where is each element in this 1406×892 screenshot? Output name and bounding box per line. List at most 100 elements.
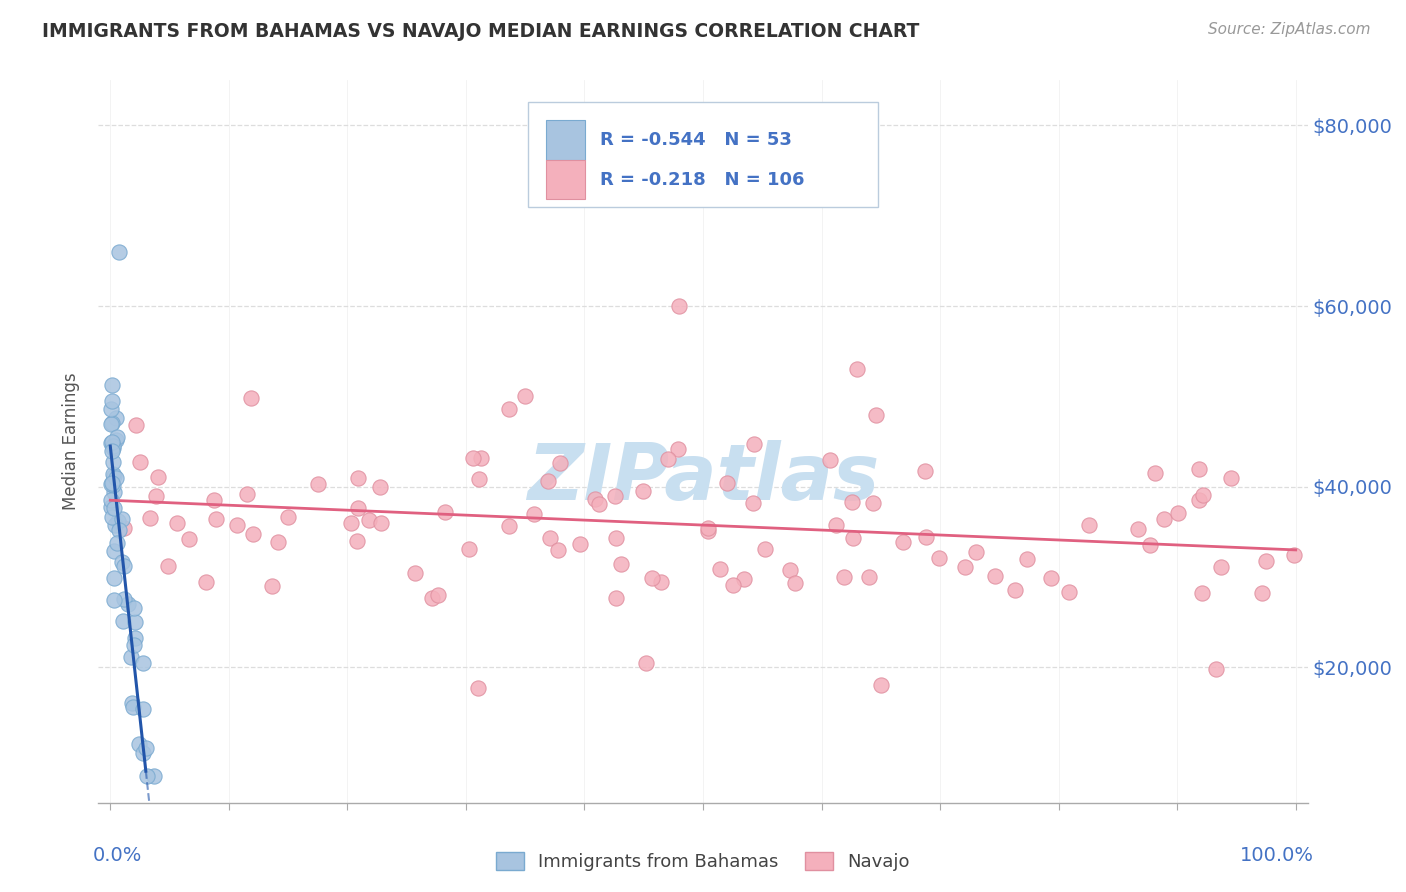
Point <box>128 737 150 751</box>
Point <box>820 453 842 467</box>
Point <box>145 489 167 503</box>
Point <box>742 437 765 451</box>
Text: R = -0.544   N = 53: R = -0.544 N = 53 <box>600 131 792 149</box>
Point <box>457 541 479 556</box>
Point <box>709 562 731 576</box>
Point <box>657 452 679 467</box>
Point <box>1139 538 1161 552</box>
Point <box>865 408 887 422</box>
Point <box>307 477 329 491</box>
Point <box>136 769 159 783</box>
Point <box>1250 586 1272 600</box>
Point <box>1059 585 1081 599</box>
Point <box>103 544 125 558</box>
Point <box>122 601 145 615</box>
Point <box>548 456 571 470</box>
Point <box>928 551 950 566</box>
Point <box>420 591 443 605</box>
Point <box>340 516 363 530</box>
Point <box>103 441 125 455</box>
Point <box>953 560 976 574</box>
Point <box>733 572 755 586</box>
Point <box>862 496 884 510</box>
Point <box>132 746 155 760</box>
Point <box>1015 552 1038 566</box>
Point <box>404 566 426 581</box>
Point <box>547 542 569 557</box>
Point <box>1126 522 1149 536</box>
Point <box>914 464 936 478</box>
Text: Source: ZipAtlas.com: Source: ZipAtlas.com <box>1208 22 1371 37</box>
Point <box>260 579 283 593</box>
Text: 0.0%: 0.0% <box>93 847 142 865</box>
Point <box>105 536 128 550</box>
Point <box>716 475 738 490</box>
Point <box>100 417 122 431</box>
Point <box>104 471 127 485</box>
Point <box>267 535 290 549</box>
Point <box>467 681 489 695</box>
Point <box>650 574 672 589</box>
Point <box>111 512 134 526</box>
Point <box>177 533 200 547</box>
Point <box>100 401 122 416</box>
Point <box>359 513 381 527</box>
Point <box>346 501 368 516</box>
Point <box>666 442 689 456</box>
Point <box>101 444 124 458</box>
Point <box>107 244 129 259</box>
Point <box>370 516 392 530</box>
Point <box>537 474 560 488</box>
Point <box>1144 466 1167 480</box>
Legend: Immigrants from Bahamas, Navajo: Immigrants from Bahamas, Navajo <box>489 845 917 879</box>
Point <box>1282 548 1305 562</box>
Point <box>1167 506 1189 520</box>
Point <box>100 476 122 491</box>
Point <box>347 471 370 485</box>
Point <box>846 362 869 376</box>
Point <box>157 559 180 574</box>
Point <box>114 592 136 607</box>
Point <box>965 545 987 559</box>
Point <box>239 391 262 405</box>
Point <box>841 495 863 509</box>
Point <box>101 467 124 482</box>
Point <box>842 531 865 545</box>
Point <box>202 493 225 508</box>
Point <box>785 575 807 590</box>
Point <box>668 299 690 313</box>
Point <box>105 411 128 425</box>
Point <box>101 378 124 392</box>
Point <box>583 491 606 506</box>
FancyBboxPatch shape <box>527 102 879 207</box>
Point <box>142 769 165 783</box>
Point <box>1254 554 1277 568</box>
Point <box>111 555 134 569</box>
Point <box>120 650 142 665</box>
Point <box>107 514 129 528</box>
Point <box>605 591 627 606</box>
Point <box>498 518 520 533</box>
Point <box>101 477 124 491</box>
Point <box>105 430 128 444</box>
Text: 100.0%: 100.0% <box>1240 847 1313 865</box>
Point <box>569 536 592 550</box>
Point <box>104 517 127 532</box>
Point <box>277 510 299 524</box>
Point <box>128 455 150 469</box>
Point <box>100 500 122 515</box>
Point <box>697 524 720 538</box>
Point <box>1188 493 1211 508</box>
Point <box>103 592 125 607</box>
Point <box>498 402 520 417</box>
Point <box>631 484 654 499</box>
Text: ZIPatlas: ZIPatlas <box>527 440 879 516</box>
Point <box>108 523 131 537</box>
Point <box>1205 661 1227 675</box>
Point <box>100 436 122 450</box>
Point <box>603 489 626 503</box>
Point <box>104 433 127 447</box>
Point <box>122 699 145 714</box>
Point <box>131 702 153 716</box>
Point <box>101 394 124 409</box>
